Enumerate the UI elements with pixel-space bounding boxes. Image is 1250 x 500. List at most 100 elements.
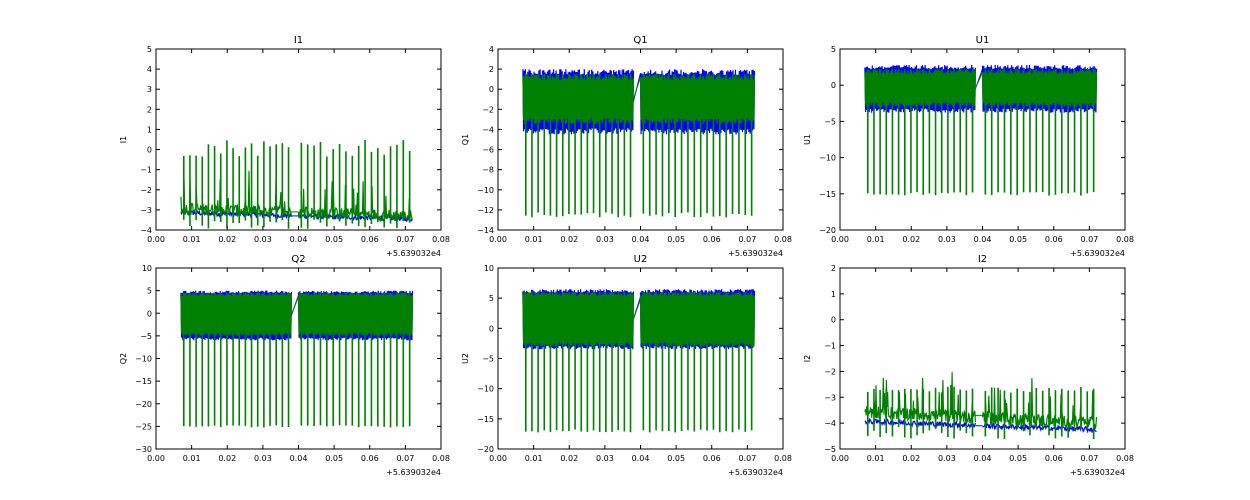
series-green [180, 139, 414, 229]
x-tick-label: 0.02 [560, 454, 578, 463]
series-green-gap-connector [974, 72, 983, 89]
subplot-title: I1 [294, 35, 303, 46]
y-tick-label: −14 [477, 226, 494, 235]
x-tick-label: 0.07 [738, 235, 756, 244]
plot-area [522, 69, 756, 218]
y-tick-label: 1 [147, 125, 152, 134]
x-tick-label: 0.04 [632, 235, 650, 244]
y-tick-label: −20 [135, 400, 152, 409]
x-tick-label: 0.02 [902, 454, 920, 463]
x-tick-label: 0.02 [218, 454, 236, 463]
y-axis-label: I1 [119, 136, 128, 143]
subplot-i1: 0.00 0.01 0.02 0.03 0.04 0.05 0.06 0.07 0.08 −4 −3… [119, 35, 450, 258]
series-blue-segment-1 [522, 69, 634, 135]
series-green-segment-2 [639, 292, 756, 347]
x-tick-label: 0.04 [974, 454, 992, 463]
y-tick-label: −10 [477, 385, 494, 394]
subplot-q1: 0.00 0.01 0.02 0.03 0.04 0.05 0.06 0.07 0.08 −14 −… [461, 35, 792, 258]
x-tick-label: 0.01 [183, 235, 201, 244]
series-blue-segment-1 [864, 417, 976, 430]
subplot-u2: 0.00 0.01 0.02 0.03 0.04 0.05 0.06 0.07 0.08 −20 −… [461, 254, 792, 477]
x-tick-label: 0.05 [325, 454, 343, 463]
y-tick-label: −10 [819, 154, 836, 163]
series-green-segment-2 [297, 292, 414, 336]
x-tick-label: 0.07 [396, 235, 414, 244]
y-tick-label: −10 [477, 186, 494, 195]
series-green [522, 74, 756, 218]
x-tick-label: 0.02 [902, 235, 920, 244]
x-tick-label: 0.03 [254, 235, 272, 244]
x-tick-label: 0.00 [489, 235, 507, 244]
x-offset-label: +5.639032e4 [386, 249, 441, 258]
x-tick-label: 0.00 [147, 454, 165, 463]
x-tick-label: 0.05 [667, 454, 685, 463]
x-offset-label: +5.639032e4 [1070, 468, 1125, 477]
series-green-segment-1 [864, 372, 976, 424]
subplot-i2: 0.00 0.01 0.02 0.03 0.04 0.05 0.06 0.07 0.08 −5 −4… [803, 254, 1134, 477]
series-green [864, 372, 1098, 440]
y-tick-label: 5 [831, 45, 836, 54]
y-tick-label: −20 [819, 226, 836, 235]
y-tick-label: −4 [824, 419, 836, 428]
y-tick-label: 0 [489, 324, 494, 333]
plot-area [180, 290, 414, 428]
x-offset-label: +5.639032e4 [728, 468, 783, 477]
series-blue-segment-2 [639, 69, 756, 135]
x-tick-label: 0.08 [774, 235, 792, 244]
x-tick-label: 0.01 [183, 454, 201, 463]
series-blue-segment-1 [180, 290, 292, 341]
subplot-title: U2 [634, 254, 648, 265]
x-tick-label: 0.01 [525, 235, 543, 244]
x-tick-label: 0.00 [831, 454, 849, 463]
x-tick-label: 0.05 [1009, 235, 1027, 244]
series-green-segment-2 [981, 69, 1098, 107]
x-tick-label: 0.00 [147, 235, 165, 244]
x-tick-label: 0.05 [667, 235, 685, 244]
x-tick-label: 0.06 [1045, 454, 1063, 463]
x-tick-label: 0.02 [560, 235, 578, 244]
series-blue-segment-2 [297, 290, 414, 341]
y-tick-label: 2 [831, 264, 836, 273]
series-green-segment-1 [522, 292, 634, 347]
y-tick-label: −3 [824, 393, 836, 402]
y-tick-label: −5 [824, 117, 836, 126]
y-tick-label: −25 [135, 422, 152, 431]
y-tick-label: 1 [831, 290, 836, 299]
series-green-gap-connector [632, 299, 641, 320]
y-tick-label: 0 [489, 85, 494, 94]
y-tick-label: −15 [819, 190, 836, 199]
x-tick-label: 0.05 [325, 235, 343, 244]
y-tick-label: −20 [477, 445, 494, 454]
x-tick-label: 0.07 [1080, 454, 1098, 463]
y-axis-label: I2 [803, 355, 812, 362]
series-green [864, 69, 1098, 196]
x-tick-label: 0.08 [432, 454, 450, 463]
x-tick-label: 0.06 [703, 235, 721, 244]
y-axis-label: Q2 [119, 353, 128, 364]
y-tick-label: −4 [482, 125, 494, 134]
series-blue-segment-2 [639, 289, 756, 350]
y-tick-label: 2 [489, 65, 494, 74]
subplot-u1: 0.00 0.01 0.02 0.03 0.04 0.05 0.06 0.07 0.08 −20 −… [803, 35, 1134, 258]
plot-area [864, 372, 1098, 440]
subplot-title: Q1 [633, 35, 647, 46]
x-offset-label: +5.639032e4 [728, 249, 783, 258]
y-tick-label: 0 [147, 309, 152, 318]
y-tick-label: −5 [482, 355, 494, 364]
x-tick-label: 0.01 [867, 454, 885, 463]
y-tick-label: −8 [482, 166, 494, 175]
y-tick-label: −5 [140, 332, 152, 341]
x-offset-label: +5.639032e4 [1070, 249, 1125, 258]
series-green-gap-connector [290, 296, 299, 315]
y-tick-label: −2 [140, 186, 152, 195]
y-tick-label: 2 [147, 105, 152, 114]
axes-frame [155, 48, 442, 231]
series-green-segment-1 [180, 170, 292, 219]
series-green-segment-1 [864, 69, 976, 107]
axes-frame [839, 267, 1126, 450]
x-tick-label: 0.03 [254, 454, 272, 463]
y-tick-label: −4 [140, 226, 152, 235]
x-tick-label: 0.04 [632, 454, 650, 463]
series-green [522, 292, 756, 433]
